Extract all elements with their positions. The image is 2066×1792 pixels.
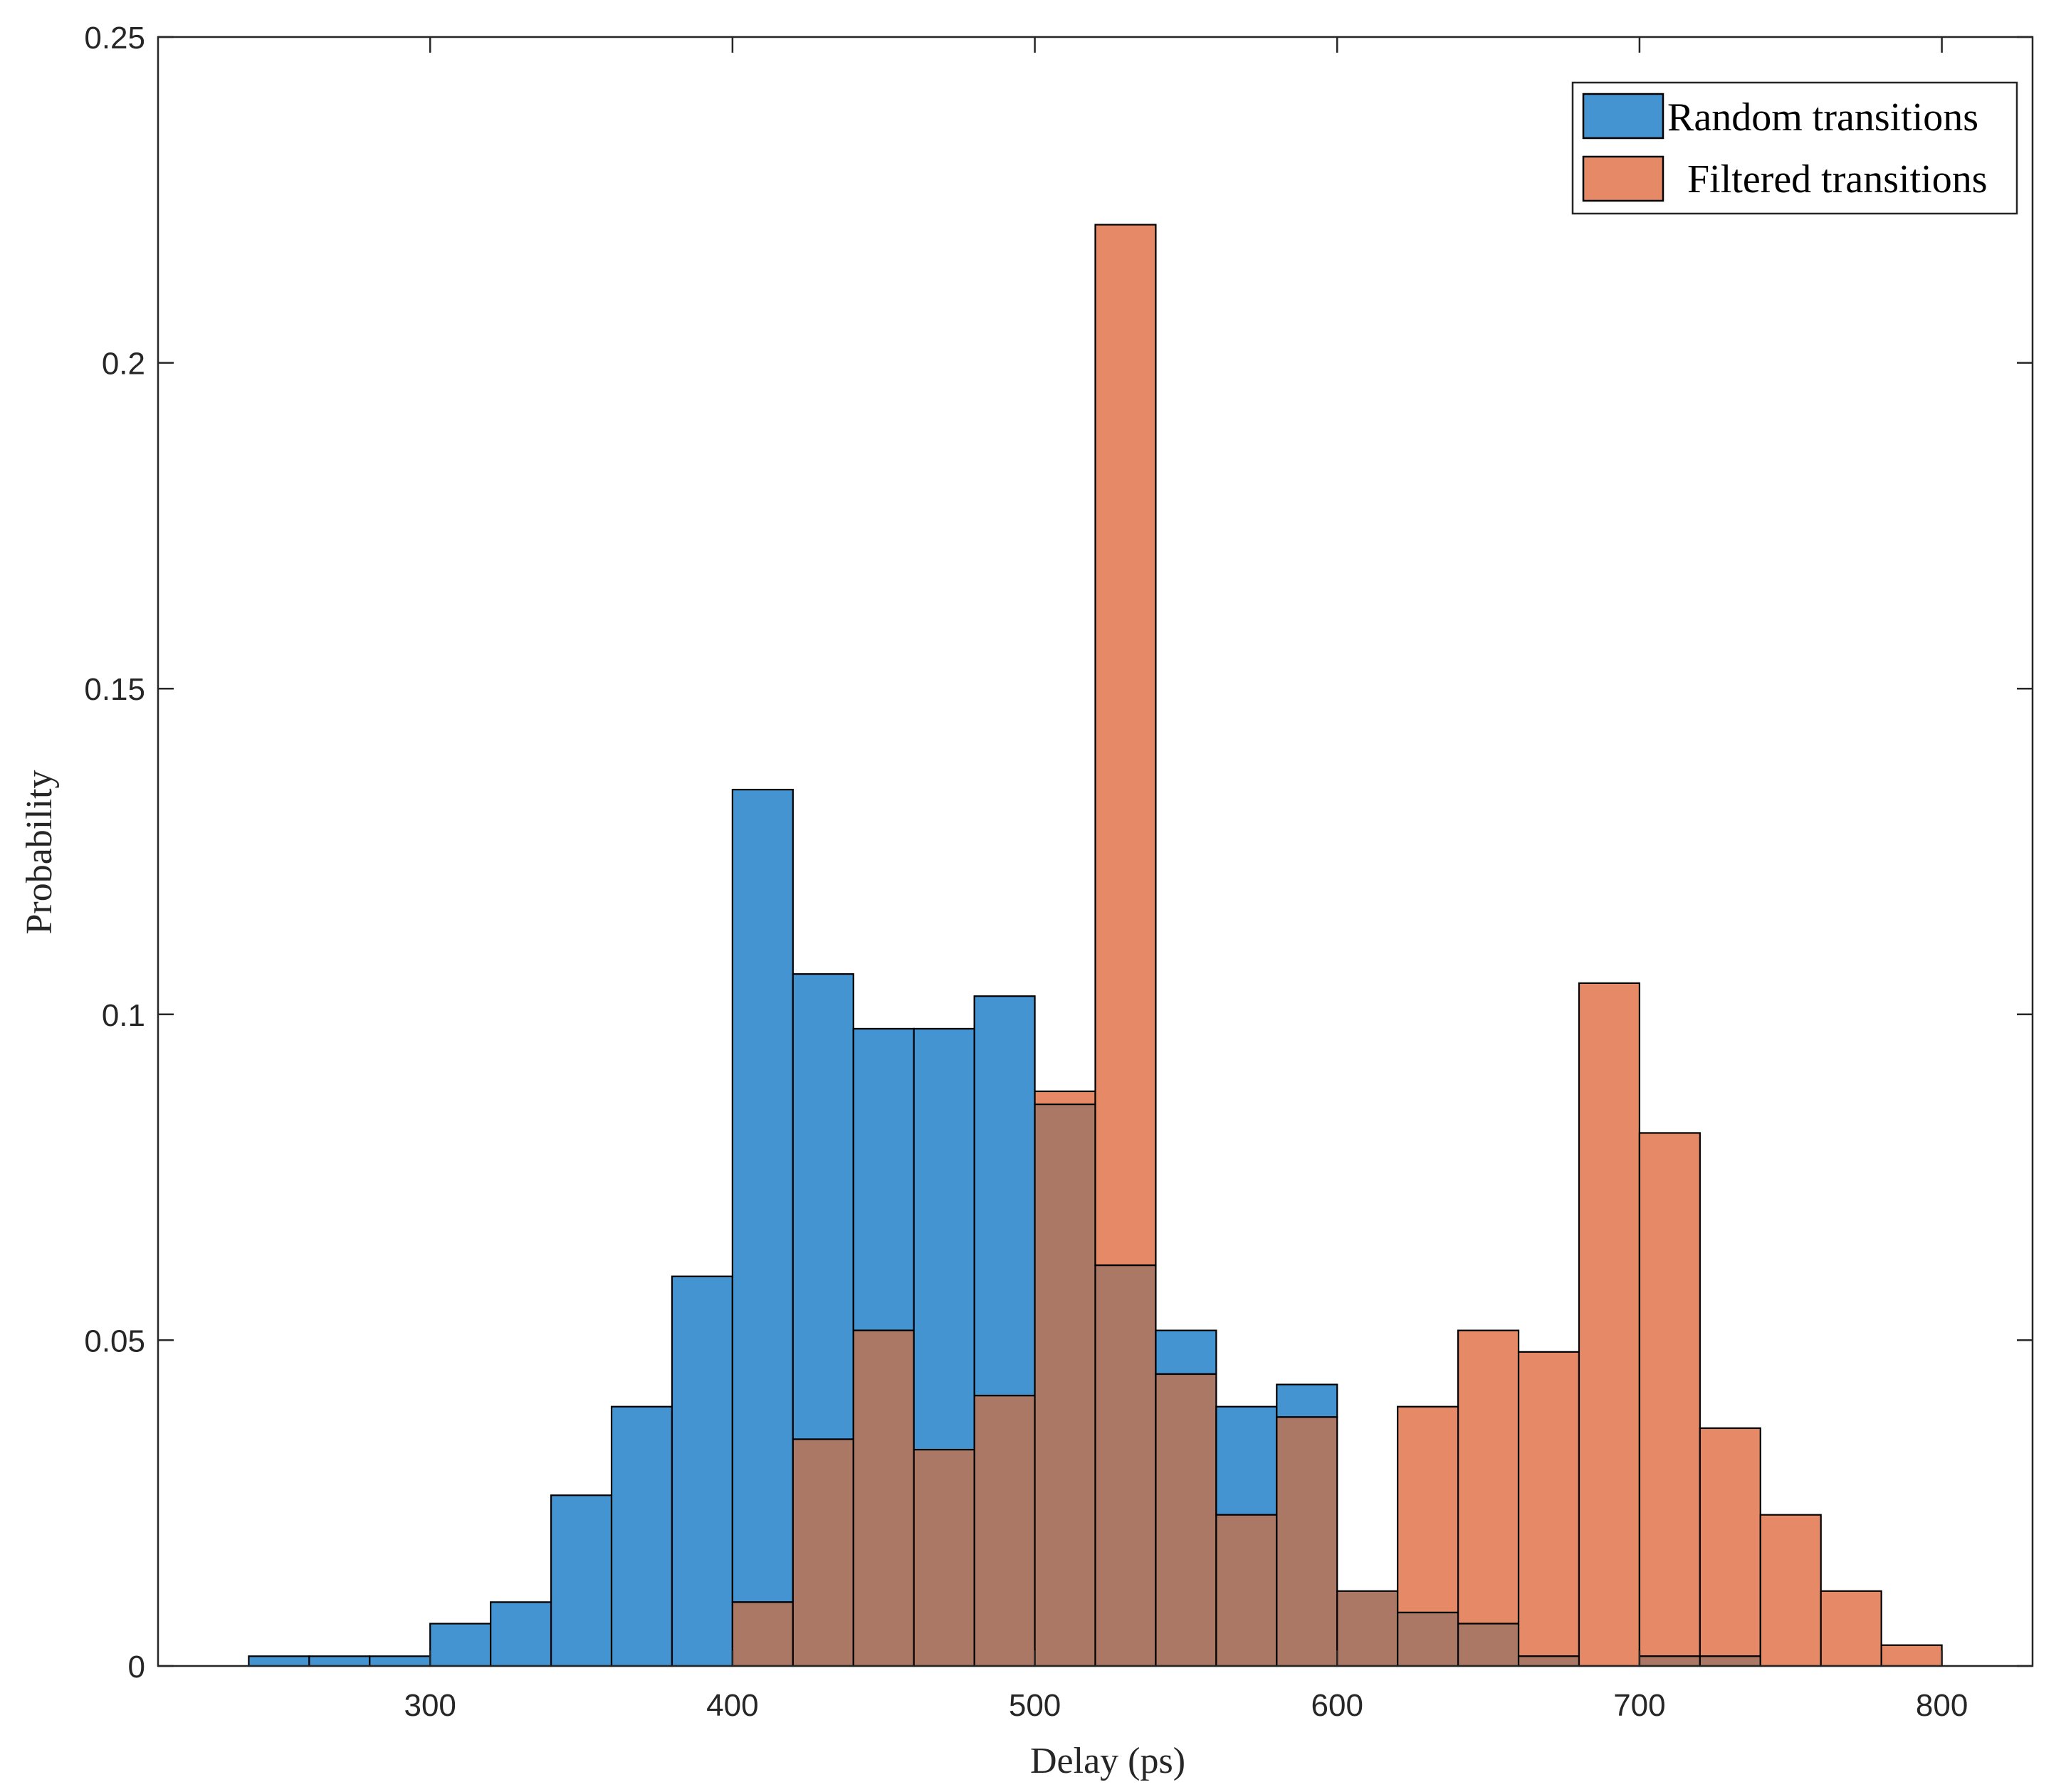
bar-filtered-780 bbox=[1880, 1644, 1943, 1667]
y-tick-label: 0.25 bbox=[84, 21, 145, 56]
y-axis-label: Probability bbox=[19, 770, 60, 934]
bar-filtered-620 bbox=[1397, 1405, 1459, 1614]
bar-random-340 bbox=[550, 1494, 613, 1667]
bar-filtered-640 bbox=[1457, 1329, 1520, 1625]
bar-overlap-600 bbox=[1336, 1590, 1399, 1667]
x-tick-label: 600 bbox=[1311, 1688, 1363, 1723]
bar-overlap-620 bbox=[1397, 1611, 1459, 1667]
bar-overlap-540 bbox=[1155, 1373, 1217, 1667]
bar-random-300 bbox=[429, 1623, 492, 1667]
bar-filtered-720 bbox=[1699, 1427, 1761, 1657]
bar-random-420 bbox=[792, 973, 854, 1440]
bar-random-480 bbox=[973, 995, 1036, 1397]
bar-random-400 bbox=[731, 788, 794, 1603]
x-tick-label: 800 bbox=[1916, 1688, 1968, 1723]
y-tick-label: 0.15 bbox=[84, 672, 145, 707]
bar-overlap-520 bbox=[1094, 1264, 1157, 1667]
x-tick-label: 700 bbox=[1613, 1688, 1665, 1723]
x-axis-label: Delay (ps) bbox=[1030, 1741, 1185, 1781]
x-tick-label: 500 bbox=[1009, 1688, 1061, 1723]
bar-random-560 bbox=[1215, 1405, 1278, 1516]
x-tick-label: 400 bbox=[706, 1688, 758, 1723]
legend-label-filtered: Filtered transitions bbox=[1687, 157, 1988, 201]
bar-overlap-700 bbox=[1638, 1655, 1701, 1667]
bar-random-320 bbox=[490, 1601, 552, 1667]
legend-label-random: Random transitions bbox=[1667, 95, 1978, 140]
legend-swatch-random bbox=[1582, 93, 1664, 140]
plot-frame bbox=[157, 36, 2034, 1667]
bar-overlap-580 bbox=[1276, 1416, 1338, 1667]
bar-random-280 bbox=[369, 1655, 431, 1667]
y-tick-label: 0.1 bbox=[102, 998, 145, 1033]
ticks-layer: 300 400 500 600 700 800 0 0.05 0.1 0.15 0.2 0.25 bbox=[84, 21, 2033, 1723]
bar-filtered-680 bbox=[1578, 982, 1641, 1667]
y-tick-label: 0.2 bbox=[102, 347, 145, 382]
bar-filtered-700 bbox=[1638, 1132, 1701, 1657]
axes-layer bbox=[157, 36, 2034, 1667]
legend-swatch-filtered bbox=[1582, 155, 1664, 202]
bar-random-540 bbox=[1155, 1329, 1217, 1376]
bar-overlap-460 bbox=[913, 1449, 975, 1667]
bar-filtered-760 bbox=[1820, 1590, 1882, 1667]
bar-overlap-640 bbox=[1457, 1623, 1520, 1667]
bars-layer bbox=[248, 224, 1943, 1667]
bar-overlap-500 bbox=[1034, 1103, 1096, 1667]
bar-random-240 bbox=[248, 1655, 310, 1667]
bar-overlap-560 bbox=[1215, 1514, 1278, 1667]
bar-overlap-720 bbox=[1699, 1655, 1761, 1667]
bar-filtered-660 bbox=[1517, 1351, 1580, 1657]
bar-overlap-660 bbox=[1517, 1655, 1580, 1667]
y-tick-label: 0 bbox=[128, 1650, 145, 1684]
y-tick-label: 0.05 bbox=[84, 1324, 145, 1358]
bar-random-380 bbox=[671, 1275, 733, 1667]
bar-overlap-440 bbox=[852, 1329, 915, 1667]
bar-overlap-420 bbox=[792, 1438, 854, 1667]
bar-random-260 bbox=[308, 1655, 371, 1667]
bar-overlap-480 bbox=[973, 1395, 1036, 1667]
bar-filtered-740 bbox=[1759, 1514, 1822, 1667]
bar-random-580 bbox=[1276, 1383, 1338, 1418]
legend: Random transitions Filtered transitions bbox=[1571, 81, 2018, 215]
bar-overlap-400 bbox=[731, 1601, 794, 1667]
bar-random-460 bbox=[913, 1027, 975, 1451]
bar-random-360 bbox=[610, 1405, 673, 1667]
bar-filtered-500 bbox=[1034, 1090, 1096, 1106]
bar-filtered-520 bbox=[1094, 224, 1157, 1267]
x-tick-label: 300 bbox=[404, 1688, 456, 1723]
bar-random-440 bbox=[852, 1027, 915, 1331]
